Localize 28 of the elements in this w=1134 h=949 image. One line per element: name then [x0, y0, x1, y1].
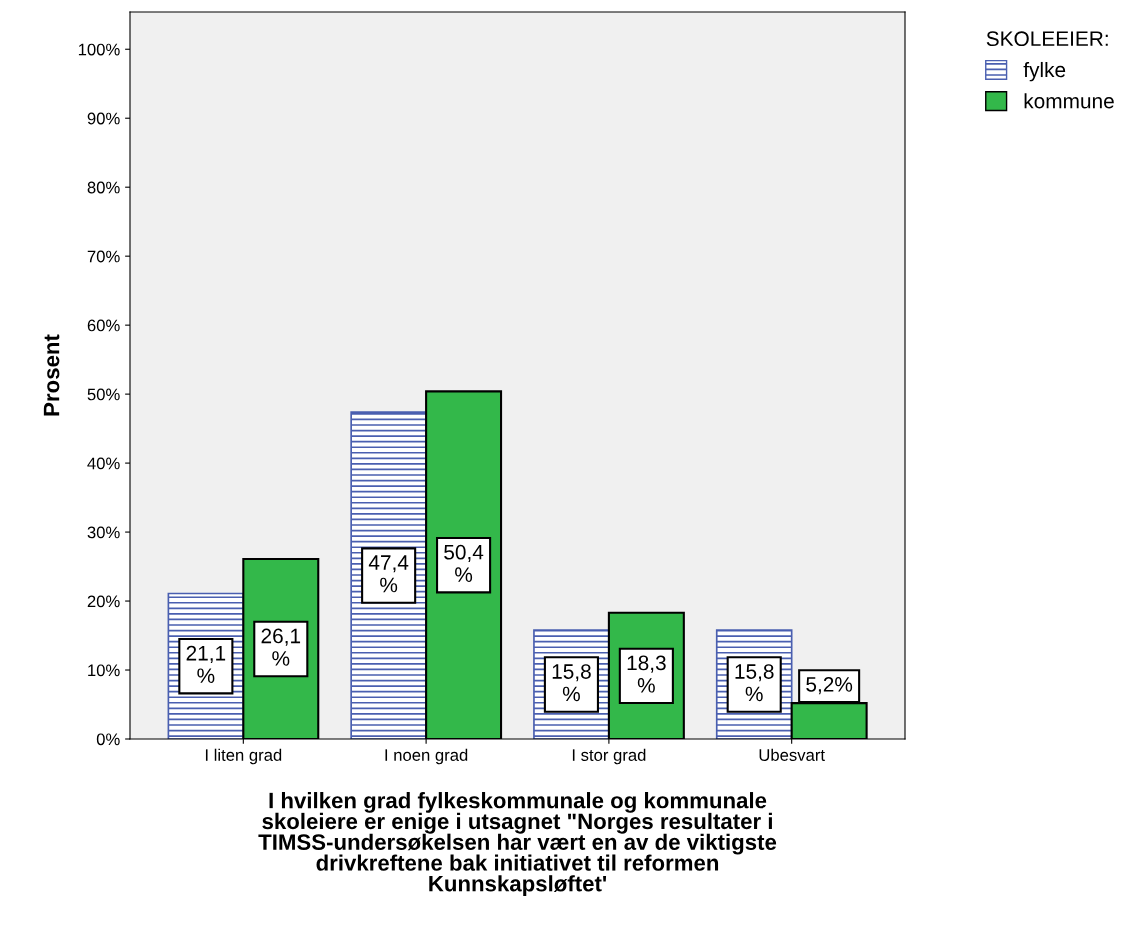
x-tick-label: I noen grad — [385, 748, 468, 765]
data-label: 18,3 % — [627, 655, 666, 693]
y-tick-label: 40% — [87, 457, 120, 470]
x-tick-label: I liten grad — [205, 748, 282, 765]
y-tick-label: 50% — [87, 388, 120, 401]
data-label: 50,4 % — [444, 544, 484, 582]
data-label: 15,8 % — [552, 664, 591, 702]
x-tick-label: Ubesvart — [759, 748, 825, 761]
y-tick-label: 60% — [87, 319, 120, 332]
y-tick-label: 10% — [88, 664, 120, 677]
y-tick-label: 100% — [78, 43, 120, 56]
data-label: 15,8 % — [735, 664, 774, 702]
y-tick-label: 30% — [87, 526, 120, 539]
data-label: 5,2% — [806, 676, 853, 695]
y-tick-label: 20% — [87, 595, 120, 608]
legend-label: kommune — [1024, 93, 1114, 109]
legend-title: SKOLEEIER: — [986, 31, 1108, 47]
y-tick-label: 70% — [87, 250, 120, 263]
data-label: 26,1 % — [261, 628, 301, 666]
legend-label: fylke — [1023, 61, 1066, 82]
y-tick-label: 80% — [87, 181, 120, 194]
x-tick-label: I stor grad — [572, 748, 646, 765]
y-axis-title: Prosent — [43, 334, 60, 416]
y-tick-label: 0% — [96, 733, 120, 746]
y-tick-label: 90% — [87, 112, 120, 125]
x-axis-title: I hvilken grad fylkeskommunale og kommunale skoleiere er enige i utsagnet "Norges resultater i TIMSS-undersøkelsen har vært en av de viktigste drivkreftene bak initiativet til reformen Kunnskapsløftet' — [258, 792, 777, 896]
data-label: 21,1 % — [186, 645, 226, 683]
data-label: 47,4 % — [368, 555, 409, 593]
